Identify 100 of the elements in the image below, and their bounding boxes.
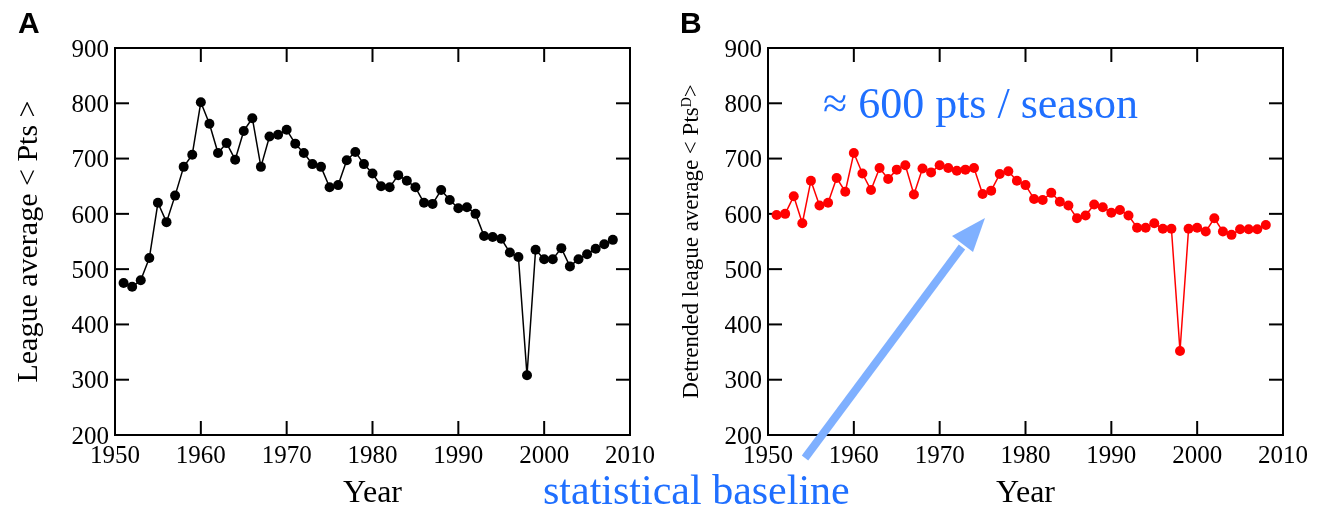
y-tick-label: 500 (724, 255, 762, 283)
point (427, 198, 438, 209)
point (556, 243, 567, 254)
point (994, 169, 1005, 180)
y-tick-label: 900 (724, 34, 762, 62)
point (1200, 226, 1211, 237)
point (307, 159, 318, 170)
point (900, 160, 911, 171)
point (247, 113, 258, 124)
point (436, 185, 447, 196)
point (1037, 195, 1048, 206)
point (866, 185, 876, 196)
point (530, 244, 541, 255)
point (960, 164, 971, 175)
x-tick-label: 1990 (1086, 441, 1137, 468)
point (1003, 166, 1014, 177)
text: A (18, 6, 40, 39)
point (1106, 207, 1117, 218)
y-tick-label: 600 (71, 200, 109, 228)
point (324, 182, 335, 193)
x-axis-title: Year (996, 473, 1056, 509)
point (1217, 226, 1228, 237)
point (934, 160, 945, 171)
point (367, 168, 378, 179)
point (564, 261, 575, 272)
point (883, 174, 894, 185)
point (195, 97, 206, 108)
text: B (680, 6, 702, 39)
point (1235, 224, 1246, 235)
point (118, 277, 129, 288)
point (1226, 229, 1237, 240)
point (840, 186, 851, 197)
y-tick-label: 700 (724, 145, 762, 173)
annotation: ≈ 600 pts / season (823, 79, 1139, 128)
point (1029, 193, 1040, 204)
point (273, 129, 284, 140)
point (1157, 223, 1168, 234)
point (607, 234, 618, 245)
point (170, 190, 181, 201)
point (316, 161, 326, 172)
y-tick-label: 400 (724, 311, 762, 339)
point (230, 154, 241, 165)
y-axis-title: League average < Pts > (10, 100, 43, 383)
y-tick-label: 800 (724, 90, 762, 118)
y-tick-label: 400 (71, 311, 109, 339)
point (522, 370, 532, 381)
y-tick-label: 600 (724, 200, 762, 228)
point (487, 232, 498, 243)
point (393, 170, 404, 181)
point (255, 161, 266, 172)
point (419, 197, 429, 208)
point (1072, 213, 1082, 224)
y-tick-label: 800 (71, 90, 109, 118)
point (1209, 213, 1220, 224)
x-tick-label: 2000 (1172, 441, 1223, 468)
point (1149, 218, 1160, 229)
x-tick-label: 1970 (261, 441, 312, 468)
x-tick-label: 1970 (914, 441, 965, 468)
point (547, 254, 558, 265)
point (969, 162, 979, 173)
point (1020, 180, 1031, 191)
point (470, 208, 481, 219)
point (848, 148, 859, 159)
point (831, 172, 842, 183)
point (1132, 222, 1143, 233)
point (204, 118, 215, 129)
point (479, 230, 490, 241)
point (161, 217, 172, 228)
x-tick-label: 2000 (519, 441, 570, 468)
point (461, 202, 472, 213)
y-tick-label: 300 (71, 366, 109, 394)
text: statistical baseline (543, 467, 850, 512)
point (1011, 175, 1022, 186)
point (1175, 345, 1185, 356)
point (1080, 210, 1091, 221)
point (333, 180, 344, 191)
point (1192, 222, 1203, 233)
point (350, 146, 361, 157)
point (874, 162, 885, 173)
point (444, 195, 455, 206)
point (178, 161, 189, 172)
point (780, 208, 791, 219)
point (1260, 219, 1271, 230)
point (1166, 223, 1177, 234)
point (977, 188, 988, 199)
x-tick-label: 1960 (828, 441, 879, 468)
point (788, 191, 799, 202)
x-tick-label: 1980 (347, 441, 398, 468)
point (221, 138, 232, 149)
point (1140, 222, 1151, 233)
y-tick-label: 500 (71, 255, 109, 283)
x-tick-label: 2010 (605, 441, 655, 468)
point (1243, 224, 1254, 235)
point (238, 125, 249, 136)
point (986, 185, 997, 196)
point (213, 148, 223, 159)
point (1114, 204, 1125, 215)
point (797, 218, 808, 229)
point (539, 254, 550, 265)
point (410, 182, 421, 193)
